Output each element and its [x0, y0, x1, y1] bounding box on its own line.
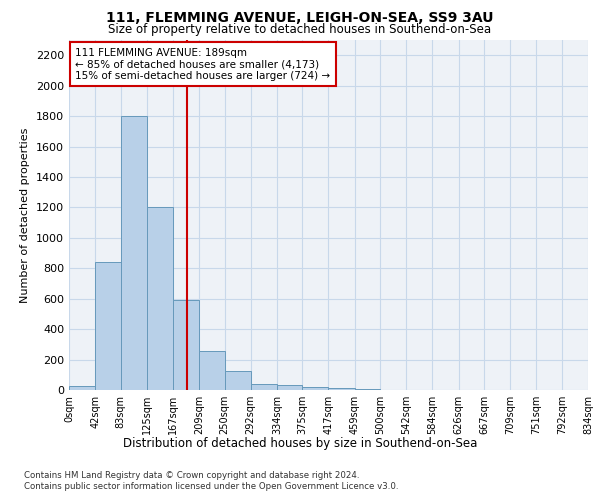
- Bar: [224, 371, 251, 390]
- Y-axis label: Number of detached properties: Number of detached properties: [20, 128, 31, 302]
- Bar: [355, 389, 380, 390]
- Text: 111, FLEMMING AVENUE, LEIGH-ON-SEA, SS9 3AU: 111, FLEMMING AVENUE, LEIGH-ON-SEA, SS9 …: [106, 11, 494, 25]
- Bar: [95, 262, 121, 390]
- Text: Contains public sector information licensed under the Open Government Licence v3: Contains public sector information licen…: [24, 482, 398, 491]
- Bar: [302, 386, 329, 390]
- Text: Distribution of detached houses by size in Southend-on-Sea: Distribution of detached houses by size …: [123, 438, 477, 450]
- Text: Size of property relative to detached houses in Southend-on-Sea: Size of property relative to detached ho…: [109, 22, 491, 36]
- Bar: [121, 116, 147, 390]
- Bar: [69, 386, 95, 390]
- Text: Contains HM Land Registry data © Crown copyright and database right 2024.: Contains HM Land Registry data © Crown c…: [24, 471, 359, 480]
- Bar: [329, 388, 355, 390]
- Bar: [173, 300, 199, 390]
- Bar: [199, 351, 224, 390]
- Text: 111 FLEMMING AVENUE: 189sqm
← 85% of detached houses are smaller (4,173)
15% of : 111 FLEMMING AVENUE: 189sqm ← 85% of det…: [75, 48, 331, 81]
- Bar: [277, 384, 302, 390]
- Bar: [251, 384, 277, 390]
- Bar: [147, 208, 173, 390]
